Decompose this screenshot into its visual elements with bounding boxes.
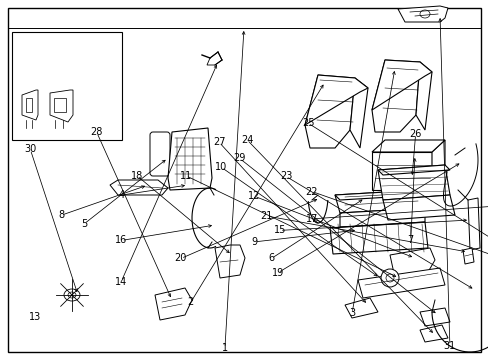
Polygon shape [26, 98, 32, 112]
FancyBboxPatch shape [150, 132, 170, 176]
Polygon shape [305, 75, 354, 148]
Text: 15: 15 [273, 225, 285, 235]
Polygon shape [462, 248, 473, 264]
Text: 28: 28 [90, 127, 103, 138]
Polygon shape [371, 60, 419, 132]
Bar [12, 32, 122, 140]
Polygon shape [305, 75, 367, 125]
Text: 1: 1 [222, 343, 227, 353]
Text: 21: 21 [260, 211, 272, 221]
Text: 10: 10 [215, 162, 227, 172]
Circle shape [385, 274, 393, 282]
Polygon shape [389, 248, 434, 278]
Polygon shape [377, 165, 449, 175]
Text: 5: 5 [81, 219, 87, 229]
Text: 12: 12 [247, 191, 260, 201]
Polygon shape [168, 128, 212, 190]
Text: 7: 7 [407, 235, 413, 246]
Polygon shape [419, 325, 447, 342]
Circle shape [380, 269, 398, 287]
Text: 27: 27 [212, 137, 225, 147]
Polygon shape [357, 268, 444, 298]
Text: 9: 9 [251, 237, 257, 247]
Polygon shape [419, 308, 449, 326]
Text: 19: 19 [271, 268, 284, 278]
Polygon shape [206, 52, 222, 65]
Polygon shape [349, 78, 367, 148]
Ellipse shape [419, 10, 429, 18]
Polygon shape [155, 288, 192, 320]
Polygon shape [371, 60, 431, 110]
Polygon shape [215, 245, 244, 278]
Polygon shape [345, 298, 377, 318]
Text: 6: 6 [268, 253, 274, 264]
Polygon shape [329, 222, 427, 254]
Text: 18: 18 [130, 171, 143, 181]
Ellipse shape [68, 292, 76, 298]
Text: 25: 25 [301, 118, 314, 128]
Polygon shape [339, 208, 424, 227]
Text: 3: 3 [348, 308, 354, 318]
Text: 14: 14 [115, 276, 127, 287]
Polygon shape [22, 90, 38, 120]
Polygon shape [334, 190, 424, 213]
Polygon shape [377, 165, 449, 200]
Text: 31: 31 [443, 341, 455, 351]
Text: 8: 8 [58, 210, 64, 220]
Polygon shape [382, 195, 454, 220]
Text: 26: 26 [408, 129, 421, 139]
Polygon shape [110, 180, 168, 195]
Text: 4: 4 [118, 190, 124, 200]
Polygon shape [371, 152, 431, 190]
Text: 22: 22 [305, 186, 318, 197]
Text: 20: 20 [174, 253, 187, 264]
Text: 30: 30 [24, 144, 37, 154]
Polygon shape [467, 198, 479, 250]
Text: 2: 2 [187, 297, 193, 307]
Polygon shape [415, 62, 431, 130]
Polygon shape [371, 140, 444, 152]
Text: 11: 11 [179, 171, 192, 181]
Text: 13: 13 [29, 312, 41, 322]
Polygon shape [397, 6, 447, 22]
Polygon shape [54, 98, 66, 112]
Text: 16: 16 [115, 235, 127, 246]
Text: 29: 29 [233, 153, 245, 163]
Text: 17: 17 [305, 214, 318, 224]
Polygon shape [50, 90, 73, 122]
Text: 23: 23 [279, 171, 292, 181]
Text: 24: 24 [240, 135, 253, 145]
Polygon shape [334, 190, 424, 200]
Ellipse shape [64, 289, 80, 301]
Polygon shape [431, 140, 444, 190]
